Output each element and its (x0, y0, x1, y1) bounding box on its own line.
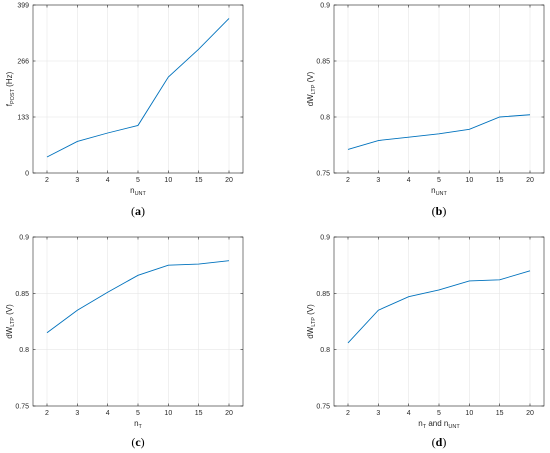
x-tick-label: 10 (164, 410, 172, 417)
x-tick-label: 2 (45, 410, 49, 417)
y-tick-label: 0.9 (19, 235, 29, 242)
x-tick-label: 5 (136, 177, 140, 184)
y-tick-label: 0.85 (316, 291, 330, 298)
y-tick-label: 0.85 (316, 59, 330, 66)
x-tick-label: 20 (225, 177, 233, 184)
x-tick-label: 2 (346, 410, 350, 417)
x-axis-label: nUNT (130, 186, 146, 197)
x-tick-label: 10 (164, 177, 172, 184)
x-tick-label: 20 (225, 410, 233, 417)
x-tick-label: 3 (75, 177, 79, 184)
y-tick-label: 0.8 (19, 347, 29, 354)
chart-panel-b: 2 3 4 5 10 15 20 0.75 0.8 0.85 0.9 nUNT dWLTP (V) (b) (306, 3, 545, 218)
x-tick-label: 15 (195, 177, 203, 184)
x-tick-label: 15 (496, 410, 504, 417)
x-tick-label: 10 (465, 177, 473, 184)
x-axis-label: nT (134, 419, 142, 430)
y-axis-label: fPOST (Hz) (5, 71, 16, 106)
x-tick-label: 4 (106, 177, 110, 184)
y-tick-label: 266 (17, 59, 29, 66)
panel-label: (d) (432, 435, 447, 449)
y-tick-label: 133 (17, 115, 29, 122)
y-axis-label: dWLTP (V) (5, 304, 16, 339)
x-tick-label: 15 (195, 410, 203, 417)
x-tick-label: 3 (376, 177, 380, 184)
x-axis-label: nUNT (431, 186, 447, 197)
x-tick-label: 15 (496, 177, 504, 184)
x-tick-label: 2 (45, 177, 49, 184)
x-tick-label: 20 (526, 177, 534, 184)
panel-label: (c) (131, 435, 144, 449)
x-tick-label: 20 (526, 410, 534, 417)
y-tick-label: 0.8 (320, 347, 330, 354)
x-tick-label: 10 (465, 410, 473, 417)
x-tick-label: 5 (437, 410, 441, 417)
x-tick-label: 4 (106, 410, 110, 417)
x-axis-label: nT and nUNT (418, 419, 460, 430)
chart-panel-a: 2 3 4 5 10 15 20 0 133 266 399 nUNT fPOST (Hz) (a) (5, 3, 244, 218)
x-tick-label: 2 (346, 177, 350, 184)
y-tick-label: 0.9 (320, 3, 330, 10)
panel-label: (b) (432, 204, 447, 218)
panel-label: (a) (131, 204, 145, 218)
y-tick-label: 0.9 (320, 235, 330, 242)
x-tick-label: 3 (75, 410, 79, 417)
x-tick-label: 4 (407, 177, 411, 184)
chart-panel-d: 2 3 4 5 10 15 20 0.75 0.8 0.85 0.9 nT and nUNT dWLTP… (306, 235, 545, 449)
y-tick-label: 0.75 (316, 404, 330, 411)
y-tick-label: 0.85 (15, 291, 29, 298)
x-tick-label: 5 (437, 177, 441, 184)
y-tick-label: 0.75 (15, 404, 29, 411)
y-tick-label: 0.75 (316, 171, 330, 178)
x-tick-label: 5 (136, 410, 140, 417)
y-tick-label: 0.8 (320, 115, 330, 122)
x-tick-label: 3 (376, 410, 380, 417)
y-tick-label: 399 (17, 3, 29, 10)
y-axis-label: dWLTP (V) (306, 304, 317, 339)
x-tick-label: 4 (407, 410, 411, 417)
y-axis-label: dWLTP (V) (306, 71, 317, 106)
y-tick-label: 0 (25, 171, 29, 178)
chart-panel-c: 2 3 4 5 10 15 20 0.75 0.8 0.85 0.9 nT dWLTP (V) (c) (5, 235, 244, 449)
